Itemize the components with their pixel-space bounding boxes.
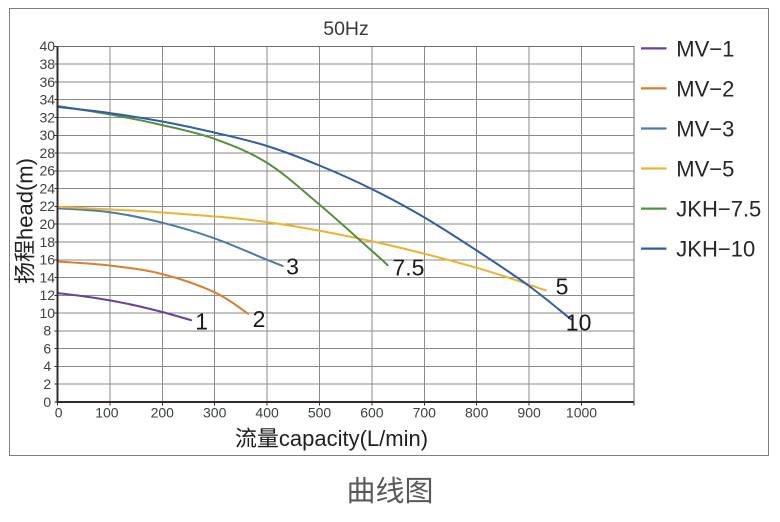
svg-text:100: 100	[95, 405, 119, 421]
svg-text:20: 20	[40, 216, 56, 232]
svg-text:10: 10	[40, 305, 56, 321]
svg-text:800: 800	[465, 405, 489, 421]
svg-text:JKH−7.5: JKH−7.5	[676, 197, 761, 222]
svg-text:MV−5: MV−5	[676, 156, 734, 181]
svg-text:300: 300	[203, 405, 227, 421]
svg-text:600: 600	[360, 405, 384, 421]
svg-text:50Hz: 50Hz	[323, 18, 369, 40]
svg-text:22: 22	[40, 198, 56, 214]
svg-text:38: 38	[40, 56, 56, 72]
svg-text:0: 0	[43, 394, 51, 410]
svg-text:MV−1: MV−1	[676, 36, 734, 61]
svg-text:400: 400	[255, 405, 279, 421]
svg-text:MV−2: MV−2	[676, 76, 734, 101]
svg-text:14: 14	[40, 269, 56, 285]
svg-text:30: 30	[40, 127, 56, 143]
svg-text:5: 5	[556, 273, 569, 299]
svg-text:32: 32	[40, 109, 56, 125]
svg-text:200: 200	[151, 405, 175, 421]
svg-text:10: 10	[566, 310, 592, 336]
svg-text:36: 36	[40, 74, 56, 90]
svg-text:1: 1	[195, 308, 208, 334]
svg-text:2: 2	[43, 376, 51, 392]
svg-text:700: 700	[413, 405, 437, 421]
svg-text:28: 28	[40, 145, 56, 161]
svg-text:18: 18	[40, 234, 56, 250]
svg-text:26: 26	[40, 163, 56, 179]
svg-text:40: 40	[40, 38, 56, 54]
svg-text:MV−3: MV−3	[676, 116, 734, 141]
svg-text:0: 0	[55, 405, 63, 421]
svg-text:16: 16	[40, 252, 56, 268]
svg-text:4: 4	[43, 358, 51, 374]
svg-text:1000: 1000	[566, 405, 597, 421]
svg-text:12: 12	[40, 287, 56, 303]
svg-text:500: 500	[308, 405, 332, 421]
svg-text:capacity(L/min): capacity(L/min)	[279, 426, 428, 451]
svg-text:900: 900	[517, 405, 541, 421]
svg-text:6: 6	[43, 341, 51, 357]
svg-text:34: 34	[40, 92, 56, 108]
svg-text:7.5: 7.5	[393, 255, 425, 281]
svg-text:2: 2	[253, 306, 266, 332]
svg-text:head(m): head(m)	[13, 158, 38, 240]
svg-text:8: 8	[43, 323, 51, 339]
svg-text:24: 24	[40, 180, 56, 196]
svg-text:JKH−10: JKH−10	[676, 237, 755, 262]
svg-text:3: 3	[286, 253, 299, 279]
